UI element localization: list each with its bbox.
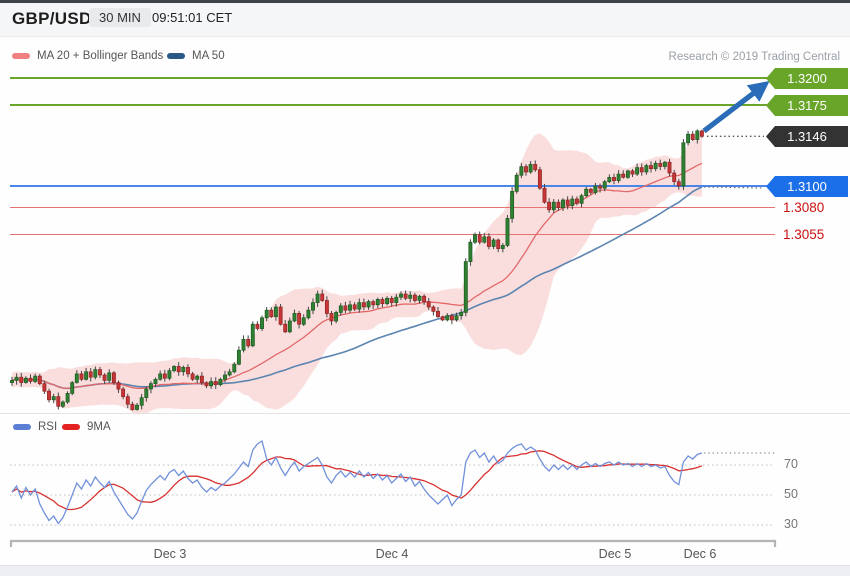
rsi-level-70: 70: [784, 457, 798, 471]
bollinger-band: [12, 130, 702, 415]
price-label-1.3175: 1.3175: [766, 95, 848, 116]
rsi-level-30: 30: [784, 517, 798, 531]
bullish-forecast-arrow: [702, 80, 770, 134]
quote-timestamp: 09:51:01 CET: [152, 10, 233, 25]
legend-item-ma50: MA 50: [167, 50, 225, 62]
ma50-line: [11, 186, 703, 390]
instrument-symbol: GBP/USD: [12, 9, 92, 28]
ma50-leader-dotted: [703, 186, 765, 189]
timeframe-badge: 30 MIN: [89, 8, 151, 27]
price-label-1.3100: 1.3100: [766, 176, 848, 197]
nine-ma-swatch-icon: [62, 424, 80, 430]
legend-item-ma20-bollinger: MA 20 + Bollinger Bands: [12, 50, 163, 62]
price-label-1.3146: 1.3146: [766, 126, 848, 147]
rsi-level-50: 50: [784, 487, 798, 501]
x-axis-label-dec3: Dec 3: [153, 547, 187, 561]
x-axis-label-dec6: Dec 6: [683, 547, 717, 561]
window-top-border: [0, 0, 850, 3]
ma50-swatch-icon: [167, 53, 185, 59]
panel-divider: [0, 413, 850, 414]
ma20-line: [11, 162, 703, 390]
price-label-1.3080: 1.3080: [783, 200, 825, 215]
legend-item-rsi: RSI: [13, 421, 57, 433]
research-watermark: Research © 2019 Trading Central: [668, 51, 840, 63]
legend-label: RSI: [38, 421, 58, 433]
candles-layer: [10, 129, 704, 411]
legend-item-9ma: 9MA: [62, 421, 111, 433]
bottom-strip: [0, 565, 850, 576]
legend-label: MA 20 + Bollinger Bands: [37, 50, 164, 62]
rsi-line: [11, 439, 703, 525]
rsi-swatch-icon: [13, 424, 31, 430]
x-axis-label-dec5: Dec 5: [598, 547, 632, 561]
legend-label: 9MA: [87, 421, 111, 433]
rsi-9ma-line: [11, 450, 703, 511]
price-label-1.3055: 1.3055: [783, 227, 825, 242]
ma20-swatch-icon: [12, 53, 30, 59]
x-axis-label-dec4: Dec 4: [375, 547, 409, 561]
price-label-1.3200: 1.3200: [766, 68, 848, 89]
x-axis-line: [9, 539, 777, 547]
legend-label: MA 50: [192, 50, 225, 62]
